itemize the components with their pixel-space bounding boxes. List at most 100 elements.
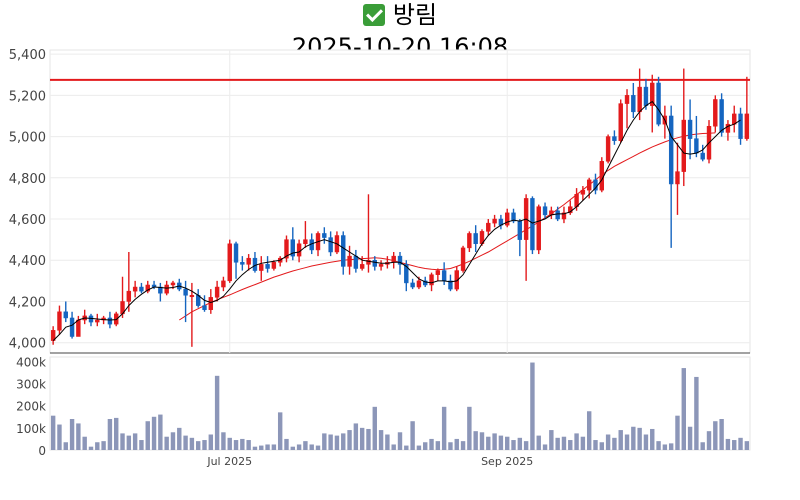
volume-bar xyxy=(88,446,94,450)
volume-bar xyxy=(656,441,661,450)
ma-short-group xyxy=(52,100,741,341)
candle-body xyxy=(63,311,68,319)
volume-bar xyxy=(668,443,674,450)
volume-bar xyxy=(542,444,548,450)
volume-bar xyxy=(738,437,743,450)
volume-bar xyxy=(650,428,655,450)
candle-body xyxy=(107,317,113,325)
price-tick-label: 5,000 xyxy=(9,131,46,146)
candle-body xyxy=(473,233,478,245)
price-tick-label: 4,800 xyxy=(9,172,46,187)
candle-body xyxy=(580,189,586,195)
volume-bar xyxy=(309,444,314,450)
candle-body xyxy=(612,136,617,141)
candle-body xyxy=(530,198,535,251)
volume-bar xyxy=(725,438,731,450)
price-tick-label: 5,200 xyxy=(9,89,46,104)
candle-body xyxy=(164,284,169,294)
volume-bar xyxy=(353,423,359,450)
candle-body xyxy=(233,243,239,263)
x-tick-label: Jul 2025 xyxy=(206,455,252,468)
volume-bar xyxy=(132,433,138,450)
candle-body xyxy=(744,113,750,139)
volume-bar xyxy=(126,435,132,450)
price-tick-label: 4,400 xyxy=(9,254,46,269)
volume-tick-label: 400k xyxy=(16,355,46,369)
volume-bar xyxy=(467,406,472,450)
x-tick-label: Sep 2025 xyxy=(481,455,533,468)
candle-body xyxy=(631,95,636,113)
candle-body xyxy=(713,99,718,127)
candle-body xyxy=(284,239,289,259)
price-y-axis: 4,000 4,200 4,400 4,600 4,800 5,000 5,200 5,400 xyxy=(9,48,46,352)
volume-bar xyxy=(145,421,150,450)
moving-average-long xyxy=(179,132,716,321)
volume-bar xyxy=(95,442,100,450)
candle-body xyxy=(668,115,674,185)
candle-body xyxy=(675,171,680,185)
volume-bar xyxy=(479,432,485,450)
volume-bar xyxy=(416,445,422,450)
candle-body xyxy=(542,206,548,216)
volume-bar xyxy=(681,368,686,450)
candle-body xyxy=(391,255,396,263)
volume-bar xyxy=(675,415,680,450)
volume-bar xyxy=(454,438,459,450)
volume-bar xyxy=(240,438,245,450)
volume-bar xyxy=(505,436,510,450)
candle-body xyxy=(290,239,295,257)
volume-bar xyxy=(637,427,642,450)
volume-bar xyxy=(271,444,277,450)
volume-bar xyxy=(322,433,327,450)
volume-bar xyxy=(473,431,478,450)
candle-body xyxy=(353,255,359,269)
volume-tick-label: 0 xyxy=(38,444,46,458)
volume-bar xyxy=(50,415,56,450)
candle-body xyxy=(681,119,686,172)
volume-bar xyxy=(290,446,295,450)
volume-bar xyxy=(662,444,668,450)
volume-bar xyxy=(107,419,113,450)
volume-bar xyxy=(347,430,352,450)
candle-body xyxy=(366,259,371,265)
volume-bar xyxy=(404,445,409,450)
volume-bar xyxy=(246,440,251,450)
candle-body xyxy=(50,330,56,341)
candle-body xyxy=(423,280,428,286)
volume-tick-label: 300k xyxy=(16,378,46,392)
candle-body xyxy=(328,237,333,253)
volume-bar xyxy=(296,444,302,450)
candle-body xyxy=(221,280,226,288)
candle-body xyxy=(359,264,365,269)
candle-body xyxy=(208,297,214,310)
volume-bar xyxy=(265,444,270,450)
candle-body xyxy=(145,284,150,292)
volume-bar xyxy=(277,412,283,450)
candle-body xyxy=(265,264,270,269)
candle-body xyxy=(448,280,453,290)
candle-body xyxy=(252,257,258,271)
volume-bar xyxy=(429,438,434,450)
volume-bar xyxy=(624,434,630,450)
volume-bar xyxy=(208,434,214,450)
candle-body xyxy=(378,264,384,267)
volume-bar xyxy=(397,432,403,450)
candle-body xyxy=(303,239,308,245)
candle-body xyxy=(694,138,699,154)
candle-body xyxy=(404,264,409,284)
volume-bar xyxy=(618,430,623,450)
volume-bar xyxy=(568,440,573,450)
volume-bar xyxy=(170,432,176,450)
volume-bar xyxy=(498,435,504,450)
candle-body xyxy=(561,212,567,220)
volume-bars-group xyxy=(50,362,750,450)
candle-body xyxy=(505,212,510,226)
volume-bar xyxy=(694,376,699,450)
volume-bar xyxy=(183,435,188,450)
volume-bar xyxy=(423,442,428,450)
volume-bar xyxy=(517,437,523,450)
candle-body xyxy=(95,319,100,323)
x-axis: Jul 2025 Sep 2025 xyxy=(206,455,533,468)
price-tick-label: 4,200 xyxy=(9,295,46,310)
